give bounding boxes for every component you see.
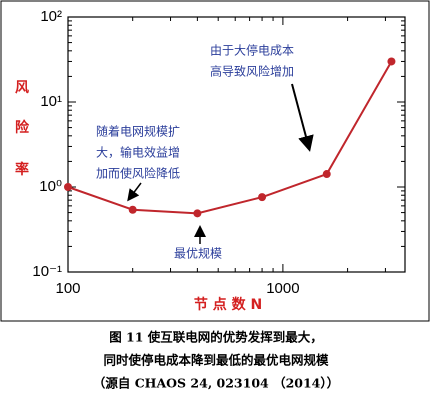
arrow — [127, 182, 142, 202]
annotation: 加而使风险降低 — [96, 166, 180, 181]
x-axis-label: 节 点 数 N — [194, 296, 262, 313]
arrow — [291, 83, 314, 152]
annotation: 随着电网规模扩 — [96, 124, 180, 139]
data-point — [128, 205, 137, 214]
plot-frame — [67, 16, 406, 273]
caption: 图 11 使互联电网的优势发挥到最大， — [109, 330, 323, 345]
x-tick-label: 100 — [55, 280, 80, 297]
y-tick-label: 10⁻¹ — [32, 263, 62, 280]
frame — [0, 0, 430, 322]
y-tick-label: 10⁰ — [39, 178, 62, 195]
annotation: 大，输电效益增 — [96, 145, 180, 160]
caption: 同时使停电成本降到最低的最优电网规模 — [103, 353, 329, 368]
data-point — [258, 193, 267, 202]
data-point — [322, 170, 331, 179]
data-point — [64, 183, 72, 191]
y-tick-label: 10² — [40, 8, 62, 25]
y-axis-label: 险 — [15, 119, 30, 136]
y-tick-label: 10¹ — [40, 93, 62, 110]
annotation: 由于大停电成本 — [210, 43, 294, 58]
annotation: 最优规模 — [174, 246, 222, 261]
x-tick-label: 1000 — [266, 280, 299, 297]
y-axis-label: 风 — [15, 80, 29, 96]
data-point — [193, 209, 202, 218]
annotation: 高导致风险增加 — [210, 64, 294, 79]
data-point — [387, 57, 396, 66]
y-axis-label: 率 — [15, 161, 29, 178]
caption: （源自 CHAOS 24, 023104 （2014）） — [93, 376, 339, 391]
data-line — [67, 60, 393, 215]
